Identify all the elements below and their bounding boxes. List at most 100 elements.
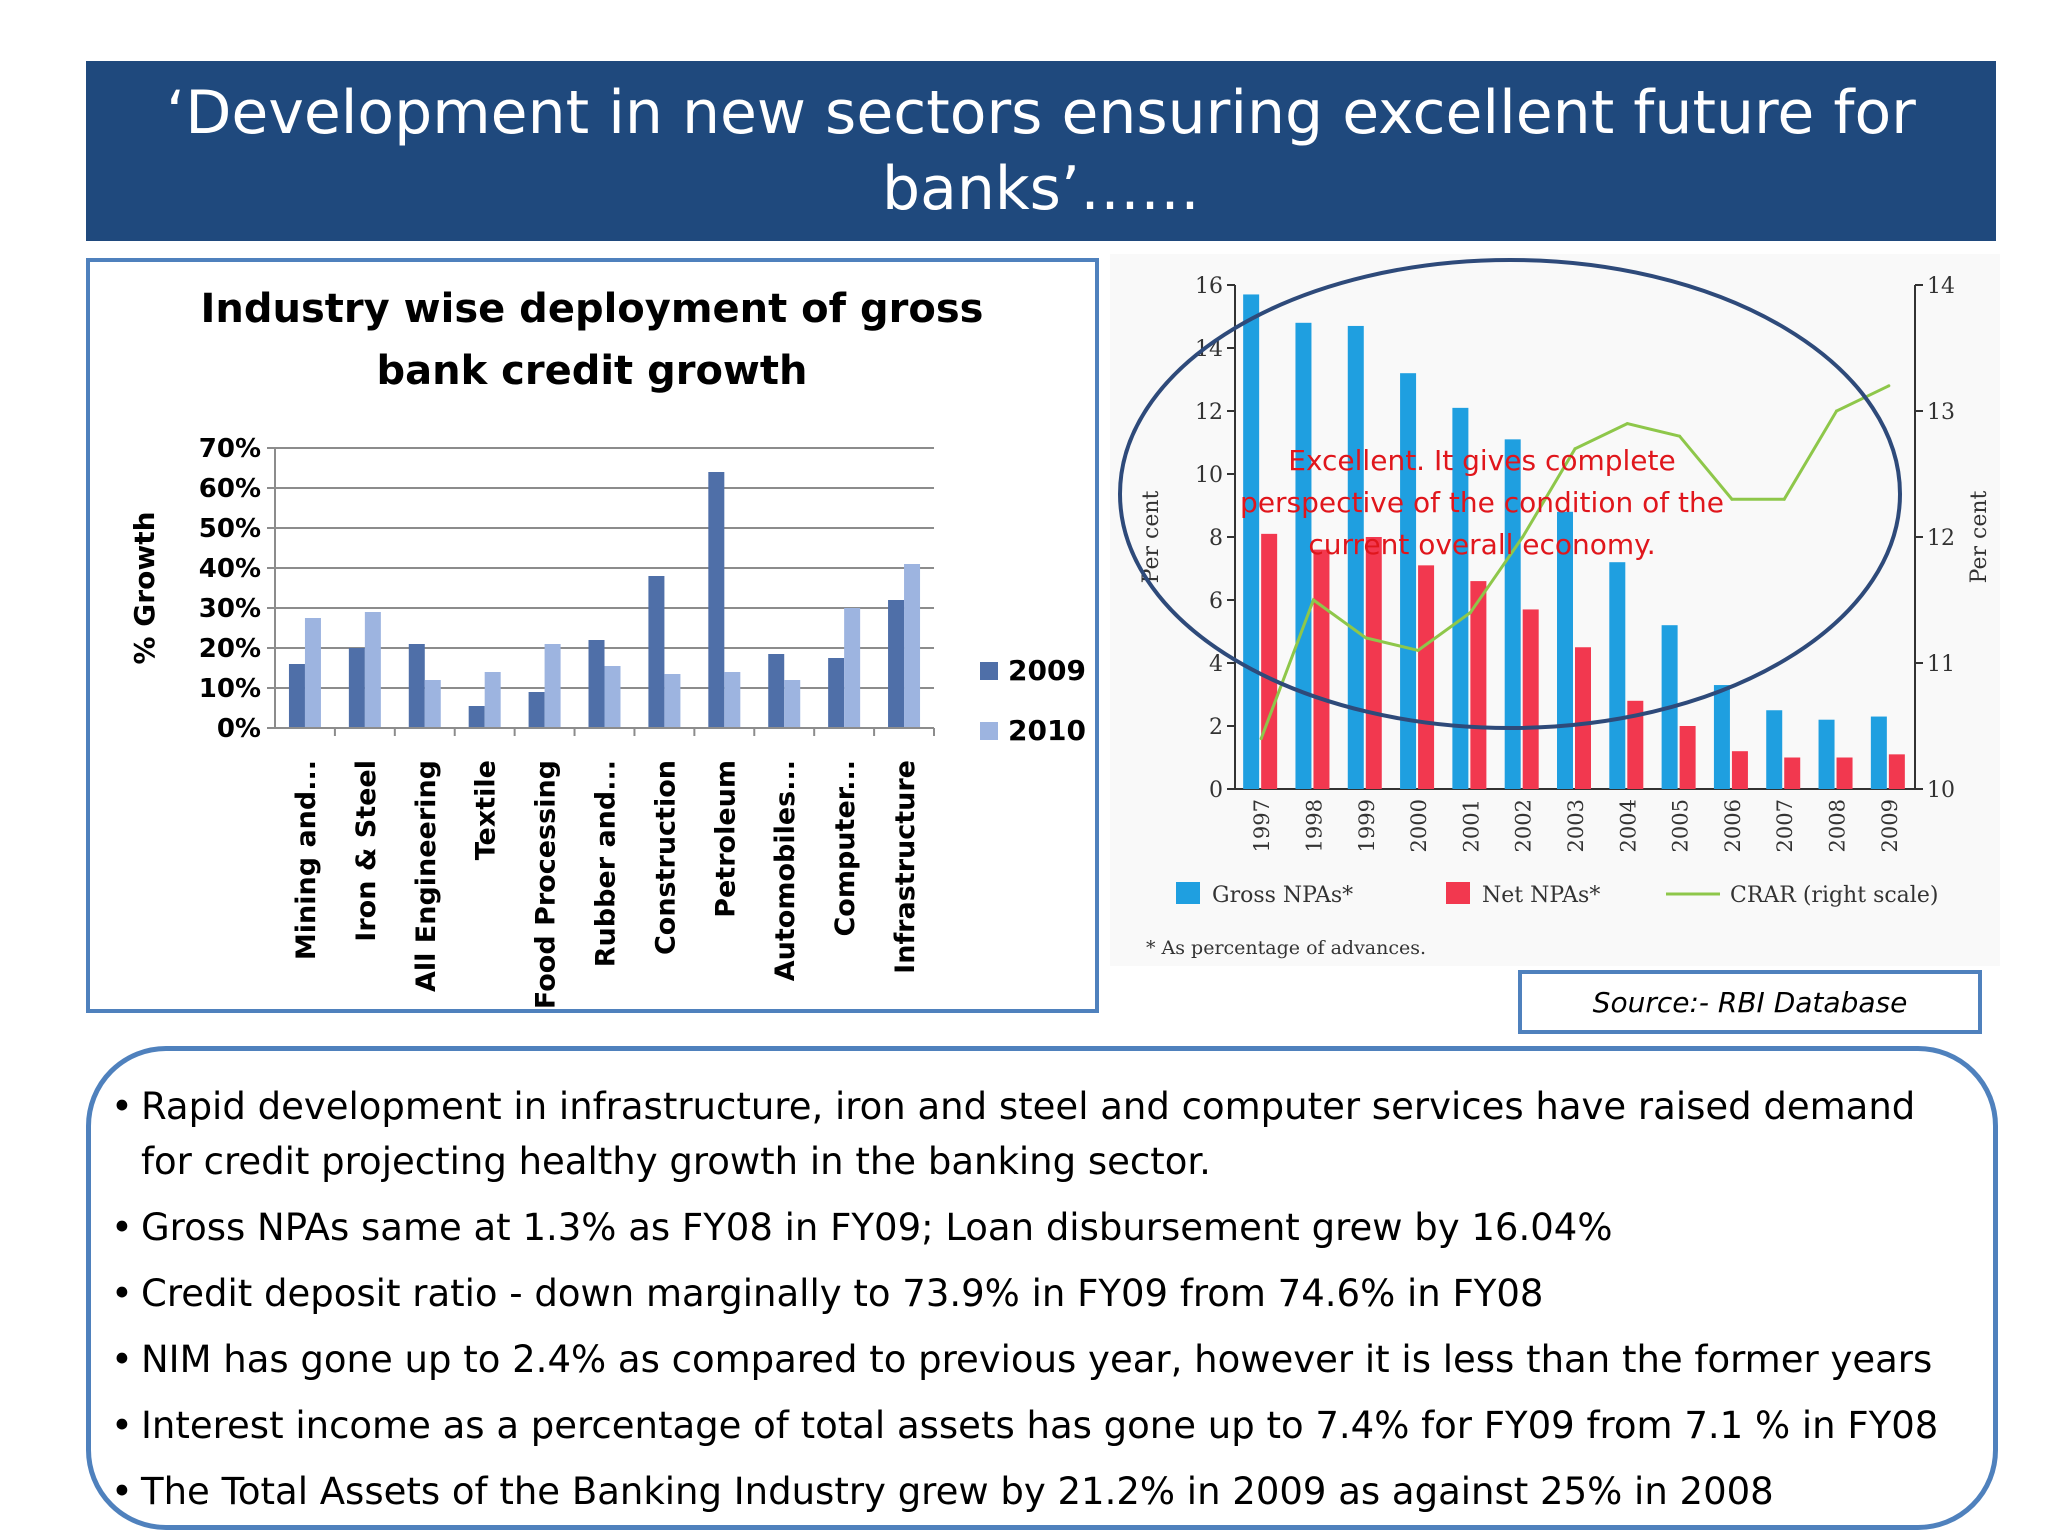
bar-netnpas — [1888, 754, 1905, 789]
y-tick-label: 40% — [199, 554, 261, 584]
crar-point — [1730, 497, 1734, 501]
bar-grossnpas — [1400, 373, 1417, 789]
bar-netnpas — [1731, 751, 1748, 789]
legend-swatch — [1176, 882, 1200, 904]
x-tick-label: Petroleum — [710, 760, 741, 918]
bar-netnpas — [1836, 757, 1853, 789]
legend-label: Gross NPAs* — [1212, 883, 1353, 908]
bar-2010 — [484, 672, 501, 728]
legend-label: Net NPAs* — [1482, 883, 1600, 908]
bullet-panel: • Rapid development in infrastructure, ir… — [86, 1046, 1998, 1530]
y2-tick-label: 12 — [1927, 526, 1955, 551]
x-tick-label: Automobiles... — [770, 760, 801, 981]
y-tick-label: 30% — [199, 594, 261, 624]
x-tick-label: 2000 — [1407, 799, 1431, 852]
legend-label: 2009 — [1008, 654, 1086, 687]
highlight-ellipse — [1118, 258, 1902, 730]
bar-2010 — [664, 674, 681, 728]
chart-title-line: Industry wise deployment of gross — [201, 286, 984, 332]
crar-point — [1416, 648, 1420, 652]
y-tick-label: 12 — [1195, 400, 1223, 425]
y-tick-label: 20% — [199, 634, 261, 664]
bar-2009 — [768, 654, 785, 728]
bullet-dot: • — [111, 1206, 133, 1249]
slide-title: ‘Development in new sectors ensuring exc… — [166, 78, 1916, 224]
bar-2010 — [304, 618, 321, 728]
bar-2009 — [588, 640, 605, 728]
credit-growth-chart: Industry wise deployment of gross bank cr… — [128, 286, 1086, 1009]
y2-tick-label: 10 — [1927, 778, 1955, 803]
bullet-text: NIM has gone up to 2.4% as compared to p… — [141, 1338, 1933, 1381]
source-box: Source:- RBI Database — [1518, 970, 1982, 1034]
crar-point — [1259, 737, 1263, 741]
x-tick-label: Mining and... — [291, 760, 322, 960]
annotation-line: Excellent. It gives complete — [1288, 444, 1675, 477]
bar-2009 — [648, 576, 665, 728]
chart-footnote: * As percentage of advances. — [1146, 937, 1426, 959]
bullet-item: • NIM has gone up to 2.4% as compared to … — [111, 1332, 1963, 1387]
bar-2009 — [528, 692, 545, 728]
title-banner: ‘Development in new sectors ensuring exc… — [86, 61, 1996, 241]
bar-netnpas — [1575, 647, 1591, 789]
bullet-dot: • — [111, 1470, 133, 1513]
legend-swatch — [1446, 882, 1470, 904]
bar-netnpas — [1470, 581, 1487, 789]
crar-point — [1311, 598, 1315, 602]
x-tick-label: All Engineering — [411, 760, 442, 992]
bullet-item: • Gross NPAs same at 1.3% as FY08 in FY09… — [111, 1200, 1963, 1255]
crar-point — [1835, 409, 1839, 413]
x-tick-label: 2003 — [1564, 799, 1588, 852]
bar-2010 — [544, 644, 561, 728]
x-tick-label: Food Processing — [531, 760, 562, 1009]
x-tick-label: Textile — [471, 760, 502, 860]
x-tick-label: 2002 — [1512, 799, 1536, 852]
y-tick-label: 10% — [199, 674, 261, 704]
bullet-item: • Credit deposit ratio - down marginally … — [111, 1266, 1963, 1321]
x-tick-label: 2001 — [1459, 799, 1483, 852]
chart-title-line: bank credit growth — [377, 348, 808, 394]
y-tick-label: 14 — [1195, 337, 1223, 362]
crar-point — [1364, 636, 1368, 640]
x-tick-label: Construction — [650, 760, 681, 955]
x-tick-label: 2005 — [1669, 799, 1693, 852]
legend-swatch — [980, 662, 998, 680]
crar-point — [1782, 497, 1786, 501]
x-tick-label: 2007 — [1773, 799, 1797, 852]
crar-point — [1678, 434, 1682, 438]
bullet-dot: • — [111, 1085, 133, 1128]
credit-growth-chart-panel: Industry wise deployment of gross bank cr… — [86, 258, 1099, 1013]
bar-grossnpas — [1818, 719, 1835, 789]
bar-grossnpas — [1870, 716, 1887, 789]
legend-label: 2010 — [1008, 714, 1086, 747]
x-tick-label: 1997 — [1250, 799, 1274, 852]
npa-crar-chart: 0 2 4 6 8 10 12 14 16 10 11 12 13 14 Per cent Per cent 1… — [1110, 254, 2000, 966]
bar-netnpas — [1522, 609, 1539, 789]
bullet-list: • Rapid development in infrastructure, ir… — [91, 1051, 1993, 1519]
annotation-text: Excellent. It gives complete perspective … — [1240, 444, 1724, 561]
crar-point — [1573, 447, 1577, 451]
legend-label: CRAR (right scale) — [1730, 883, 1938, 908]
bar-netnpas — [1365, 537, 1382, 789]
bullet-text: The Total Assets of the Banking Industry… — [141, 1470, 1774, 1513]
bar-grossnpas — [1557, 511, 1573, 789]
y2-tick-label: 14 — [1927, 274, 1955, 299]
bar-2009 — [468, 706, 485, 728]
y-tick-label: 0% — [217, 714, 261, 744]
x-tick-label: 1998 — [1302, 799, 1326, 852]
bar-netnpas — [1261, 533, 1278, 789]
y-tick-label: 0 — [1209, 778, 1223, 803]
y2-axis-label: Per cent — [1967, 490, 1992, 583]
y-tick-label: 6 — [1209, 589, 1223, 614]
bullet-item: • Rapid development in infrastructure, ir… — [111, 1079, 1963, 1189]
bar-2009 — [288, 664, 305, 728]
crar-point — [1521, 535, 1525, 539]
bar-2009 — [888, 600, 905, 728]
bullet-text: Rapid development in infrastructure, iro… — [141, 1085, 1916, 1183]
bar-2010 — [724, 672, 741, 728]
bar-grossnpas — [1347, 325, 1364, 789]
y-tick-label: 8 — [1209, 526, 1223, 551]
x-tick-label: Rubber and... — [591, 760, 622, 967]
bar-netnpas — [1418, 565, 1435, 789]
npa-crar-chart-panel: 0 2 4 6 8 10 12 14 16 10 11 12 13 14 Per cent Per cent 1… — [1110, 254, 2000, 966]
bar-2010 — [844, 608, 861, 728]
